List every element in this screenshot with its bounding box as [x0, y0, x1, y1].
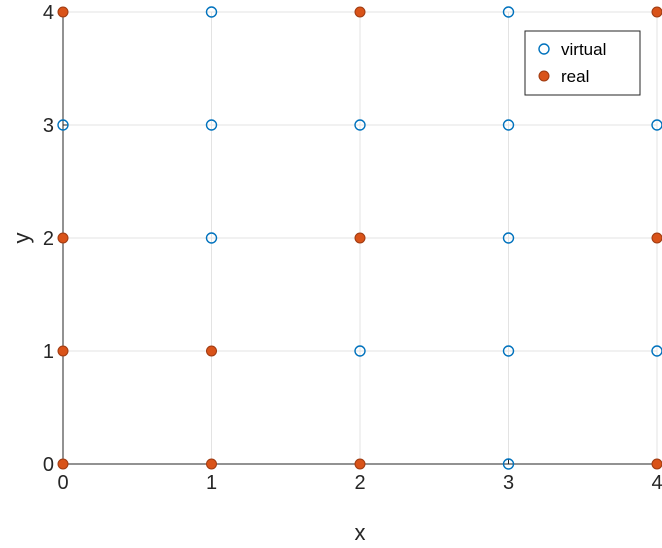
x-tick-label: 3 — [503, 472, 514, 494]
data-point-virtual — [502, 232, 515, 244]
y-tick-label: 1 — [43, 341, 54, 363]
data-point-real — [57, 345, 69, 357]
data-point-virtual — [57, 119, 69, 131]
legend-label-real: real — [561, 67, 589, 86]
x-axis-label: x — [355, 520, 366, 545]
x-tick-label: 4 — [651, 472, 662, 494]
y-tick-label: 2 — [43, 228, 54, 250]
data-point-real — [354, 6, 366, 18]
x-tick-label: 0 — [57, 472, 68, 494]
y-tick-label: 4 — [43, 2, 54, 24]
legend-box — [524, 30, 641, 96]
legend-marker-virtual — [538, 43, 550, 55]
data-point-real — [651, 232, 662, 244]
data-point-real — [354, 458, 366, 470]
data-point-real — [206, 345, 217, 357]
x-tick-label: 1 — [206, 472, 217, 494]
data-point-real — [57, 232, 69, 244]
legend-marker-real — [538, 70, 550, 82]
data-point-real — [206, 458, 217, 470]
y-tick-label: 3 — [43, 115, 54, 137]
tick-labels: 0 1 2 3 4 0 1 2 3 4 — [43, 2, 662, 494]
legend: virtual real — [524, 30, 641, 96]
data-point-virtual — [502, 345, 515, 357]
data-point-virtual — [502, 458, 515, 470]
legend-label-virtual: virtual — [561, 40, 606, 59]
data-point-virtual — [354, 345, 366, 357]
data-points — [57, 6, 662, 470]
data-point-virtual — [205, 6, 218, 18]
data-point-real — [57, 458, 69, 470]
data-point-real — [651, 458, 662, 470]
data-point-virtual — [502, 119, 515, 131]
data-point-virtual — [205, 119, 218, 131]
data-point-virtual — [651, 119, 662, 131]
data-point-virtual — [354, 119, 366, 131]
data-point-virtual — [651, 345, 662, 357]
data-point-virtual — [502, 6, 515, 18]
data-point-real — [57, 6, 69, 18]
data-point-real — [651, 6, 662, 18]
data-point-real — [354, 232, 366, 244]
y-axis-label: y — [9, 233, 34, 244]
x-tick-label: 2 — [354, 472, 365, 494]
y-tick-label: 0 — [43, 454, 54, 476]
data-point-virtual — [205, 232, 218, 244]
